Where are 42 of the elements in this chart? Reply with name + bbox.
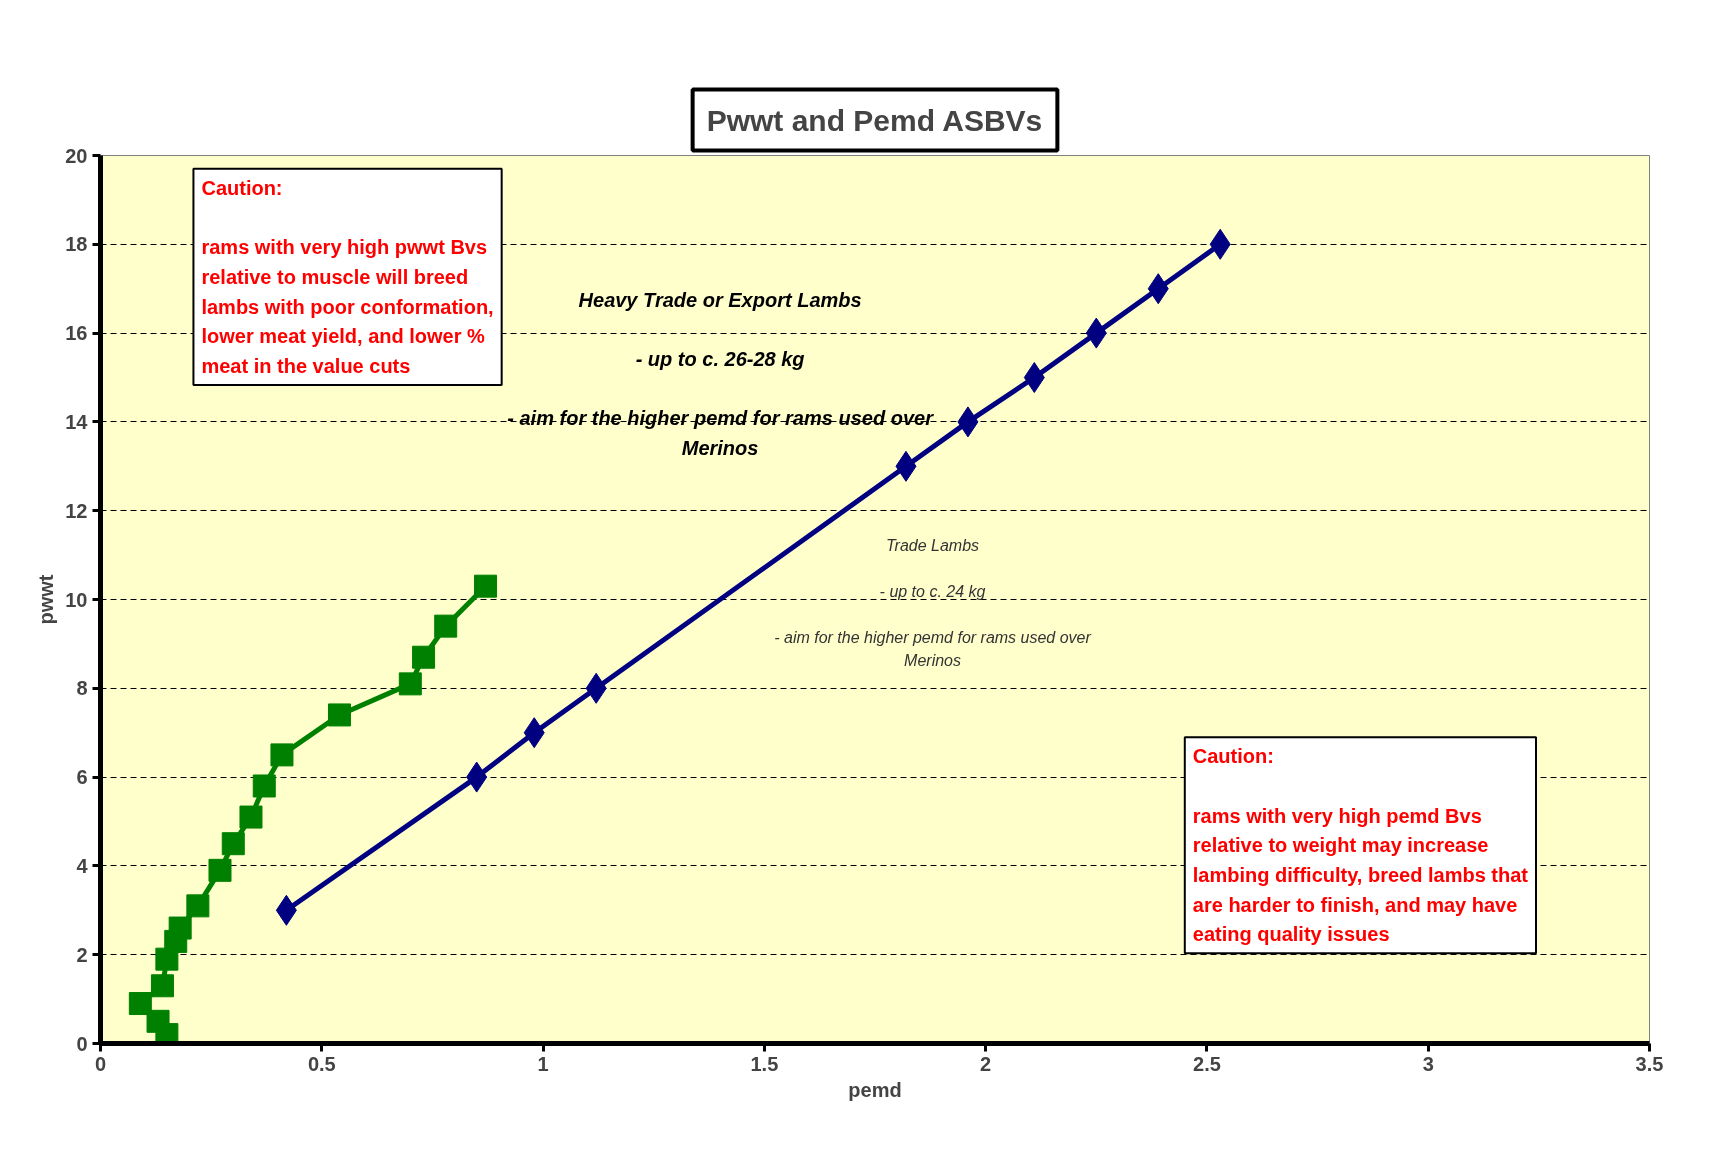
y-tick-label: 2 xyxy=(76,943,88,966)
text: Trade Lambs - up to c. 24 kg - aim for the higher pemd for rams used over Merinos xyxy=(774,537,1091,670)
point xyxy=(128,992,152,1016)
point xyxy=(150,974,174,998)
point xyxy=(168,916,192,940)
x-tick-label: 1 xyxy=(537,1052,549,1075)
x-tick-label: 3.5 xyxy=(1635,1052,1664,1075)
point xyxy=(434,614,458,638)
point xyxy=(239,805,263,829)
y-tick-label: 16 xyxy=(65,322,88,345)
y-tick-label: 18 xyxy=(65,233,88,256)
point xyxy=(186,894,210,918)
point xyxy=(1023,362,1045,393)
point xyxy=(270,743,294,767)
point xyxy=(412,645,436,669)
x-tick-label: 0 xyxy=(94,1052,107,1075)
x-tick-label: 2 xyxy=(980,1052,992,1075)
y-tick-label: 20 xyxy=(65,144,88,167)
point xyxy=(208,858,232,882)
y-tick-label: 8 xyxy=(76,677,88,700)
x-tick-label: 3 xyxy=(1422,1052,1434,1075)
point xyxy=(327,703,351,727)
y-tick-label: 6 xyxy=(76,766,88,789)
point xyxy=(474,574,498,598)
point xyxy=(252,774,276,798)
y-tick-label: 4 xyxy=(76,854,89,877)
chart-title: Pwwt and Pemd ASBVs xyxy=(706,103,1043,137)
x-tick-label: 2.5 xyxy=(1193,1052,1221,1075)
x-tick-label: 1.5 xyxy=(750,1052,779,1075)
x-axis-title: pemd xyxy=(848,1078,902,1101)
y-tick-label: 12 xyxy=(65,499,88,522)
point xyxy=(398,672,422,696)
y-axis-title: pwwt xyxy=(35,574,58,625)
y-tick-label: 10 xyxy=(65,588,88,611)
x-tick-label: 0.5 xyxy=(307,1052,336,1075)
y-tick-label: 0 xyxy=(76,1032,88,1055)
point xyxy=(146,1009,170,1033)
y-tick-label: 14 xyxy=(65,410,89,433)
text: Caution: rams with very high pwwt Bvs relative to muscle will breed lambs with poor conformation, lower meat yield, and lower % meat in the value cuts xyxy=(201,176,494,378)
text: Caution: rams with very high pemd Bvs relative to weight may increase lambing difficulty, breed lambs that are harder to finish, and may have eating quality issues xyxy=(1192,745,1529,946)
point xyxy=(221,832,245,856)
text: Heavy Trade or Export Lambs - up to c. 26-28 kg - aim for the higher pemd for rams used over Merinos xyxy=(507,288,933,460)
